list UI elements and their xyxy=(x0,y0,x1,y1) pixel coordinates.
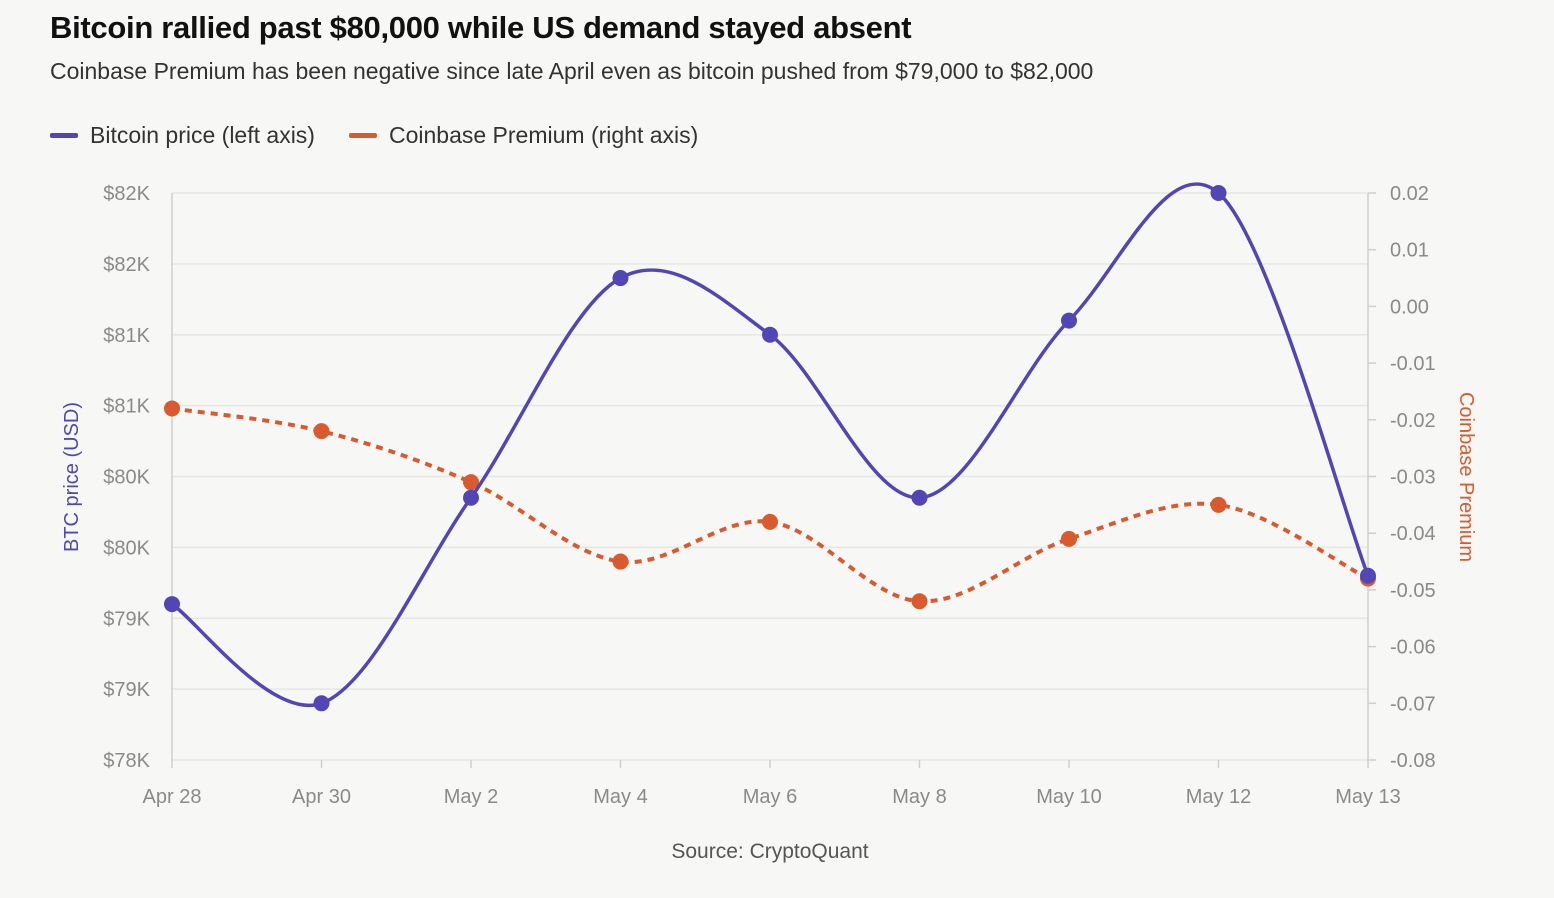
legend-item-premium: Coinbase Premium (right axis) xyxy=(348,122,699,149)
x-tick-label: May 10 xyxy=(1036,786,1102,808)
left-tick-label: $80K xyxy=(103,467,150,489)
btc-point xyxy=(1360,567,1376,584)
x-tick-label: May 12 xyxy=(1186,786,1252,808)
x-tick-label: May 8 xyxy=(892,786,946,808)
left-tick-label: $80K xyxy=(103,537,150,559)
btc-point xyxy=(313,695,330,712)
legend-label-btc: Bitcoin price (left axis) xyxy=(90,122,315,148)
chart-subtitle: Coinbase Premium has been negative since… xyxy=(50,58,1094,84)
left-axis-ticks: $82K $82K $81K $81K $80K $80K $79K $79K $78K xyxy=(103,183,150,772)
btc-point xyxy=(762,326,778,343)
premium-line xyxy=(171,406,1369,604)
premium-point xyxy=(612,553,629,570)
btc-point xyxy=(1061,312,1077,329)
premium-point xyxy=(313,423,330,440)
x-tick-label: Apr 28 xyxy=(143,786,202,808)
x-tick-label: May 6 xyxy=(743,786,797,808)
left-tick-label: $79K xyxy=(103,608,150,630)
btc-point xyxy=(612,270,629,287)
right-tick-label: -0.01 xyxy=(1390,353,1436,375)
left-tick-label: $81K xyxy=(103,396,150,418)
right-axis-title: Coinbase Premium xyxy=(1455,392,1477,562)
left-tick-label: $82K xyxy=(103,254,150,276)
source-note: Source: CryptoQuant xyxy=(671,840,869,863)
chart-title: Bitcoin rallied past $80,000 while US de… xyxy=(50,10,912,45)
legend: Bitcoin price (left axis) Coinbase Premi… xyxy=(50,122,732,149)
right-tick-label: -0.07 xyxy=(1390,693,1436,715)
btc-line xyxy=(171,182,1370,708)
left-tick-label: $81K xyxy=(103,325,150,347)
premium-point xyxy=(1061,530,1077,547)
right-tick-label: 0.00 xyxy=(1390,296,1429,318)
x-tick-label: Apr 30 xyxy=(292,786,351,808)
series-premium xyxy=(164,400,1376,610)
btc-point xyxy=(463,489,479,506)
right-tick-label: -0.03 xyxy=(1390,467,1436,489)
series-btc xyxy=(164,182,1376,712)
right-tick-label: 0.02 xyxy=(1390,183,1429,205)
premium-point xyxy=(1210,496,1227,513)
btc-point xyxy=(911,489,928,506)
right-tick-label: -0.05 xyxy=(1390,580,1436,602)
legend-item-btc: Bitcoin price (left axis) xyxy=(50,122,315,149)
premium-point xyxy=(463,474,479,491)
left-tick-label: $82K xyxy=(103,183,150,205)
right-tick-label: 0.01 xyxy=(1390,240,1429,262)
premium-point xyxy=(762,513,778,530)
x-tick-label: May 4 xyxy=(593,786,647,808)
premium-point xyxy=(164,400,180,417)
left-axis-title: BTC price (USD) xyxy=(61,402,83,552)
x-axis-ticks: Apr 28 Apr 30 May 2 May 4 May 6 May 8 May 10 Ma… xyxy=(143,760,1401,808)
legend-swatch-btc xyxy=(50,133,78,138)
x-tick-label: May 13 xyxy=(1335,786,1401,808)
left-tick-label: $79K xyxy=(103,679,150,701)
right-tick-label: -0.02 xyxy=(1390,410,1436,432)
legend-label-premium: Coinbase Premium (right axis) xyxy=(388,122,699,148)
btc-point xyxy=(1210,185,1227,201)
btc-point xyxy=(164,596,180,613)
left-tick-label: $78K xyxy=(103,750,150,772)
x-tick-label: May 2 xyxy=(444,786,498,808)
grid-lines xyxy=(172,192,1368,761)
right-tick-label: -0.06 xyxy=(1390,637,1436,659)
right-axis-ticks: 0.02 0.01 0.00 -0.01 -0.02 -0.03 -0.04 -0.05 -0.… xyxy=(1368,183,1436,772)
legend-swatch-premium xyxy=(348,133,377,138)
right-tick-label: -0.08 xyxy=(1390,750,1436,772)
premium-point xyxy=(911,593,928,610)
right-tick-label: -0.04 xyxy=(1390,523,1436,545)
